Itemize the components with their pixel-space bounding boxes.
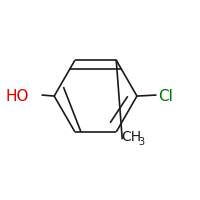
- Text: HO: HO: [5, 89, 29, 104]
- Text: Cl: Cl: [158, 89, 173, 104]
- Text: CH: CH: [121, 130, 141, 144]
- Text: 3: 3: [138, 137, 144, 147]
